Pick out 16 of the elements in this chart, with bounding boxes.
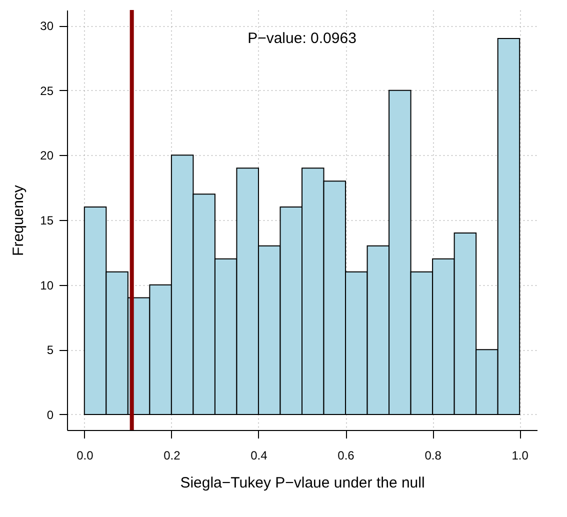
x-tick-label: 0.8 xyxy=(424,448,442,462)
x-axis-title: Siegla−Tukey P−vlaue under the null xyxy=(180,474,425,492)
y-tick-label: 20 xyxy=(40,148,54,163)
x-tick-label: 1.0 xyxy=(512,448,529,462)
y-tick-label: 25 xyxy=(40,84,54,98)
y-tick-label: 10 xyxy=(40,278,54,292)
y-tick-label: 30 xyxy=(40,19,54,34)
y-tick-label: 0 xyxy=(46,408,54,422)
x-tick-label: 0.2 xyxy=(164,448,181,462)
y-tick-label: 15 xyxy=(40,214,54,228)
x-tick-label: 0.4 xyxy=(250,448,268,462)
x-tick-label: 0.6 xyxy=(338,448,355,462)
y-axis-title: Frequency xyxy=(10,184,28,256)
x-tick-label: 0.0 xyxy=(76,448,94,462)
annotation: P−value: 0.0963 xyxy=(248,30,356,47)
y-tick-label: 5 xyxy=(46,343,54,358)
